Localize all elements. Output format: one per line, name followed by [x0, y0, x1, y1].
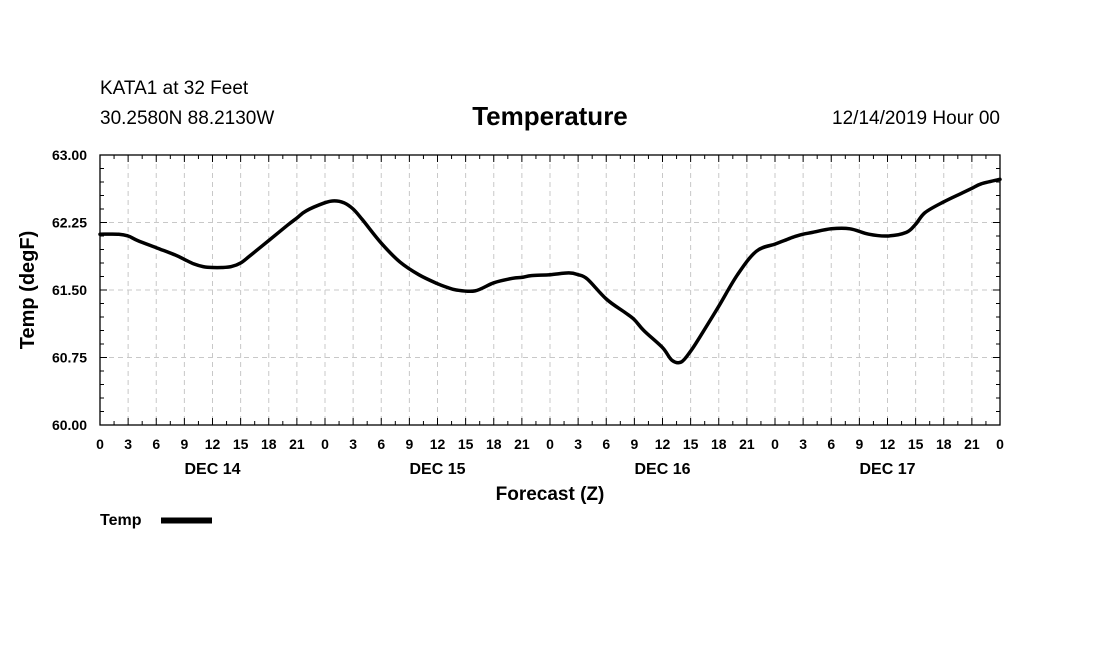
- x-tick-label: 0: [96, 436, 104, 452]
- x-tick-label: 0: [546, 436, 554, 452]
- chart-title: Temperature: [472, 101, 628, 131]
- x-tick-label: 21: [739, 436, 755, 452]
- x-tick-label: 6: [152, 436, 160, 452]
- day-label: DEC 16: [634, 461, 690, 478]
- x-tick-label: 12: [880, 436, 896, 452]
- y-axis-title: Temp (degF): [17, 231, 39, 350]
- x-tick-label: 3: [799, 436, 807, 452]
- x-tick-label: 15: [233, 436, 249, 452]
- x-tick-label: 12: [655, 436, 671, 452]
- x-tick-label: 9: [180, 436, 188, 452]
- x-tick-label: 6: [377, 436, 385, 452]
- x-tick-label: 15: [908, 436, 924, 452]
- x-tick-label: 21: [289, 436, 305, 452]
- axes: [99, 154, 1001, 426]
- x-tick-label: 18: [936, 436, 952, 452]
- x-tick-label: 9: [630, 436, 638, 452]
- y-tick-label: 60.00: [52, 417, 87, 433]
- x-tick-label: 18: [711, 436, 727, 452]
- y-tick-label: 62.25: [52, 215, 87, 231]
- x-tick-label: 3: [124, 436, 132, 452]
- day-label: DEC 17: [859, 461, 915, 478]
- x-tick-label: 3: [574, 436, 582, 452]
- legend: Temp: [100, 512, 212, 529]
- x-tick-label: 15: [458, 436, 474, 452]
- y-tick-label: 61.50: [52, 282, 87, 298]
- x-axis-title: Forecast (Z): [496, 484, 605, 505]
- grid: [100, 155, 1000, 425]
- x-tick-label: 9: [405, 436, 413, 452]
- series: [98, 177, 1002, 365]
- x-tick-label: 9: [855, 436, 863, 452]
- x-tick-label: 6: [602, 436, 610, 452]
- day-label: DEC 14: [184, 461, 240, 478]
- x-tick-label: 0: [321, 436, 329, 452]
- x-tick-label: 21: [964, 436, 980, 452]
- x-tick-label: 12: [205, 436, 221, 452]
- x-tick-label: 18: [261, 436, 277, 452]
- tick-labels: 60.00 60.75 61.50 62.25 63.00 0 3 6 9 12 15 18 21 0 3 6…: [52, 147, 1004, 478]
- x-tick-label: 3: [349, 436, 357, 452]
- y-tick-label: 63.00: [52, 147, 87, 163]
- x-tick-label: 0: [996, 436, 1004, 452]
- x-tick-label: 18: [486, 436, 502, 452]
- x-tick-label: 15: [683, 436, 699, 452]
- legend-label: Temp: [100, 512, 142, 529]
- coords-label: 30.2580N 88.2130W: [100, 108, 274, 129]
- day-label: DEC 15: [409, 461, 465, 478]
- x-tick-label: 0: [771, 436, 779, 452]
- temp-series-line: [98, 177, 1002, 365]
- y-tick-label: 60.75: [52, 350, 87, 366]
- x-tick-label: 12: [430, 436, 446, 452]
- x-tick-label: 6: [827, 436, 835, 452]
- x-tick-label: 21: [514, 436, 530, 452]
- issued-label: 12/14/2019 Hour 00: [832, 108, 1000, 129]
- station-label: KATA1 at 32 Feet: [100, 78, 249, 99]
